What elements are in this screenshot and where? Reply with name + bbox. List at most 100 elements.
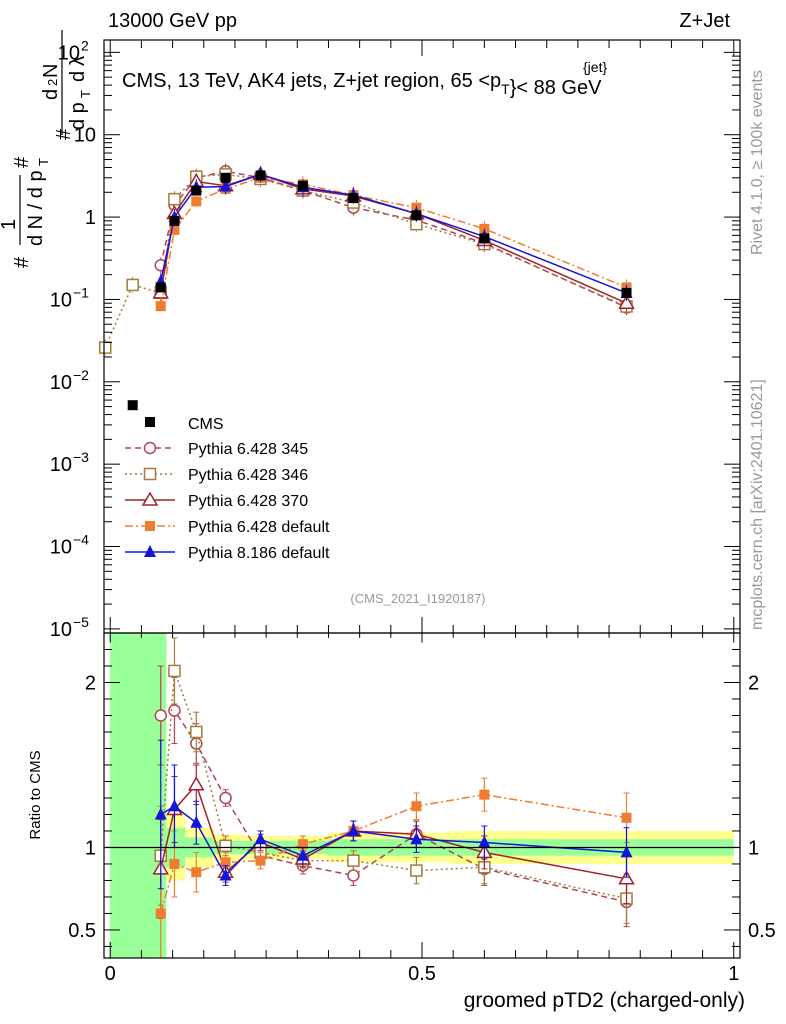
data-point — [220, 172, 231, 183]
data-point — [621, 287, 632, 298]
legend-label: Pythia 6.428 default — [188, 519, 330, 536]
series-cms-data — [127, 170, 632, 411]
series-layer — [98, 163, 635, 959]
ratio-point — [347, 869, 360, 882]
data-point — [255, 170, 266, 181]
ratio-point — [219, 839, 232, 853]
data-point — [191, 185, 202, 196]
legend-label: Pythia 6.428 370 — [188, 493, 308, 510]
svg-text:N: N — [40, 64, 62, 78]
legend-label: Pythia 8.186 default — [188, 545, 330, 562]
ratio-point — [296, 848, 309, 861]
ratio-point — [168, 704, 181, 717]
data-point — [169, 215, 180, 226]
ratio-point — [254, 832, 267, 845]
ratio-band-inner — [110, 633, 154, 958]
ratio-point — [168, 799, 181, 812]
y-tick-label-exponent: −4 — [73, 532, 89, 548]
ratio-point — [219, 791, 232, 805]
series-point — [168, 192, 181, 206]
y-tick-label-exponent: −3 — [73, 449, 89, 465]
svg-text:T: T — [78, 90, 93, 98]
data-point — [297, 180, 308, 191]
series-point — [191, 196, 202, 207]
y-tick-label: 10 — [50, 537, 72, 559]
ratio-y-tick-label-right: 1 — [748, 837, 759, 859]
series-point — [155, 301, 166, 312]
rivet-version-label: Rivet 4.1.0, ≥ 100k events — [749, 70, 766, 255]
ratio-y-tick-label: 2 — [85, 672, 96, 694]
svg-text:2: 2 — [45, 79, 60, 86]
ratio-point — [347, 854, 360, 867]
ratio-point — [410, 864, 423, 877]
ratio-point — [620, 845, 633, 858]
series-line — [160, 177, 627, 307]
header-left: 13000 GeV pp — [108, 10, 237, 32]
ratio-point — [191, 867, 202, 878]
x-tick-label: 1 — [728, 963, 739, 985]
analysis-watermark: (CMS_2021_I1920187) — [350, 591, 485, 606]
svg-text:d N / d p: d N / d p — [25, 170, 47, 246]
y-tick-label: 10 — [50, 372, 72, 394]
y-tick-label: 10 — [58, 42, 80, 64]
x-tick-label: 0.5 — [408, 963, 436, 985]
ratio-line — [160, 783, 627, 880]
ratio-point — [219, 868, 232, 881]
ratio-point — [411, 801, 422, 812]
ratio-point — [190, 725, 203, 739]
series-line — [160, 170, 627, 309]
x-tick-label: 0 — [105, 963, 116, 985]
ratio-point — [621, 812, 632, 823]
svg-text:d: d — [40, 89, 62, 100]
svg-text:1: 1 — [0, 219, 20, 230]
legend-label: Pythia 6.428 345 — [188, 441, 308, 458]
chart-title-suffix: }< 88 GeV — [510, 77, 602, 99]
y-tick-label: 10 — [50, 289, 72, 311]
chart-title-pt: p — [490, 70, 501, 92]
data-point — [155, 282, 166, 293]
series-point — [219, 179, 232, 192]
series-line — [160, 173, 627, 304]
data-point — [411, 210, 422, 221]
ratio-y-tick-label: 0.5 — [68, 920, 96, 942]
svg-text:#: # — [11, 256, 33, 268]
ratio-point — [255, 855, 266, 866]
legend: CMS Pythia 6.428 345 Pythia 6.428 346 Pythi… — [125, 416, 330, 562]
legend-marker — [145, 521, 155, 531]
chart-title: CMS, 13 TeV, AK4 jets, Z+jet region, 65 … — [122, 70, 602, 99]
y-tick-label: 10 — [50, 454, 72, 476]
main-y-axis-label: # 1 d N / d p T # # d 2 N d p T d λ — [0, 30, 93, 268]
y-tick-label: 1 — [85, 207, 96, 229]
chart-title-jet-sup: {jet} — [583, 59, 607, 75]
ratio-point — [168, 664, 181, 678]
series-point — [618, 294, 635, 309]
ratio-uncertainty-bands — [110, 633, 734, 958]
data-point — [127, 400, 138, 411]
x-axis-label: groomed pTD2 (charged-only) — [464, 989, 745, 1012]
chart-title-pt-sub: T — [501, 81, 510, 97]
legend-label: Pythia 6.428 346 — [188, 467, 308, 484]
y-tick-label-exponent: −5 — [73, 614, 89, 630]
ratio-point — [169, 858, 180, 869]
ratio-line — [159, 670, 627, 900]
svg-text:#: # — [11, 156, 33, 168]
series-point — [169, 224, 180, 235]
ratio-point — [618, 870, 635, 885]
y-tick-label-exponent: −1 — [73, 284, 89, 300]
ratio-point — [297, 839, 308, 850]
ratio-point — [154, 709, 167, 722]
ratio-point — [478, 835, 491, 848]
series-line — [104, 173, 627, 348]
legend-marker — [144, 545, 156, 557]
svg-text:λ: λ — [67, 56, 89, 66]
legend-label-cms: CMS — [188, 416, 224, 433]
legend-marker — [143, 441, 157, 455]
series-line — [160, 173, 627, 294]
svg-text:d p: d p — [67, 102, 89, 130]
y-tick-label-exponent: −2 — [73, 367, 89, 383]
data-point — [479, 233, 490, 244]
y-tick-label: 10 — [74, 125, 96, 147]
svg-text:#: # — [53, 128, 75, 140]
